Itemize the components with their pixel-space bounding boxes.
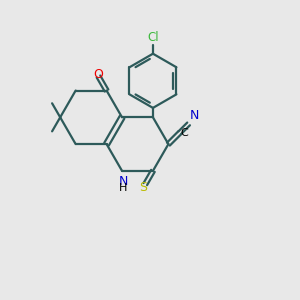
Text: O: O: [93, 68, 103, 81]
Text: H: H: [119, 183, 128, 193]
Text: N: N: [190, 110, 200, 122]
Text: S: S: [140, 181, 148, 194]
Text: Cl: Cl: [147, 31, 159, 44]
Text: N: N: [119, 175, 128, 188]
Text: C: C: [181, 128, 188, 138]
